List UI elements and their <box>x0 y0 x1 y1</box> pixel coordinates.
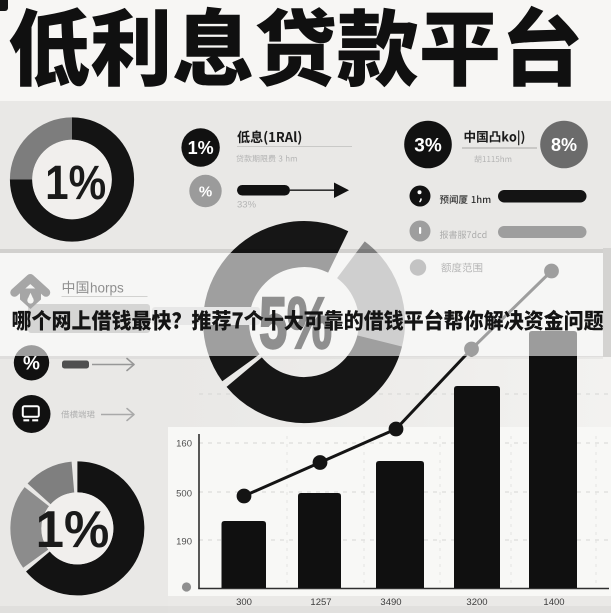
svg-text:3200: 3200 <box>466 597 487 608</box>
svg-text:1%: 1% <box>45 155 106 209</box>
svg-text:190: 190 <box>176 537 192 548</box>
svg-text:horps: horps <box>90 281 124 296</box>
svg-text:3490: 3490 <box>380 597 401 608</box>
svg-text:%: % <box>23 354 40 375</box>
svg-text:500: 500 <box>176 489 192 500</box>
svg-text:1%: 1% <box>188 138 214 158</box>
svg-text:3%: 3% <box>414 136 442 157</box>
svg-text:%: % <box>199 184 212 201</box>
svg-text:33%: 33% <box>237 200 257 211</box>
svg-text:1400: 1400 <box>543 597 564 608</box>
svg-text:8%: 8% <box>551 135 577 155</box>
svg-text:160: 160 <box>176 439 192 450</box>
svg-text:1%: 1% <box>36 500 110 559</box>
svg-text:1257: 1257 <box>310 597 331 608</box>
svg-text:300: 300 <box>236 597 252 608</box>
